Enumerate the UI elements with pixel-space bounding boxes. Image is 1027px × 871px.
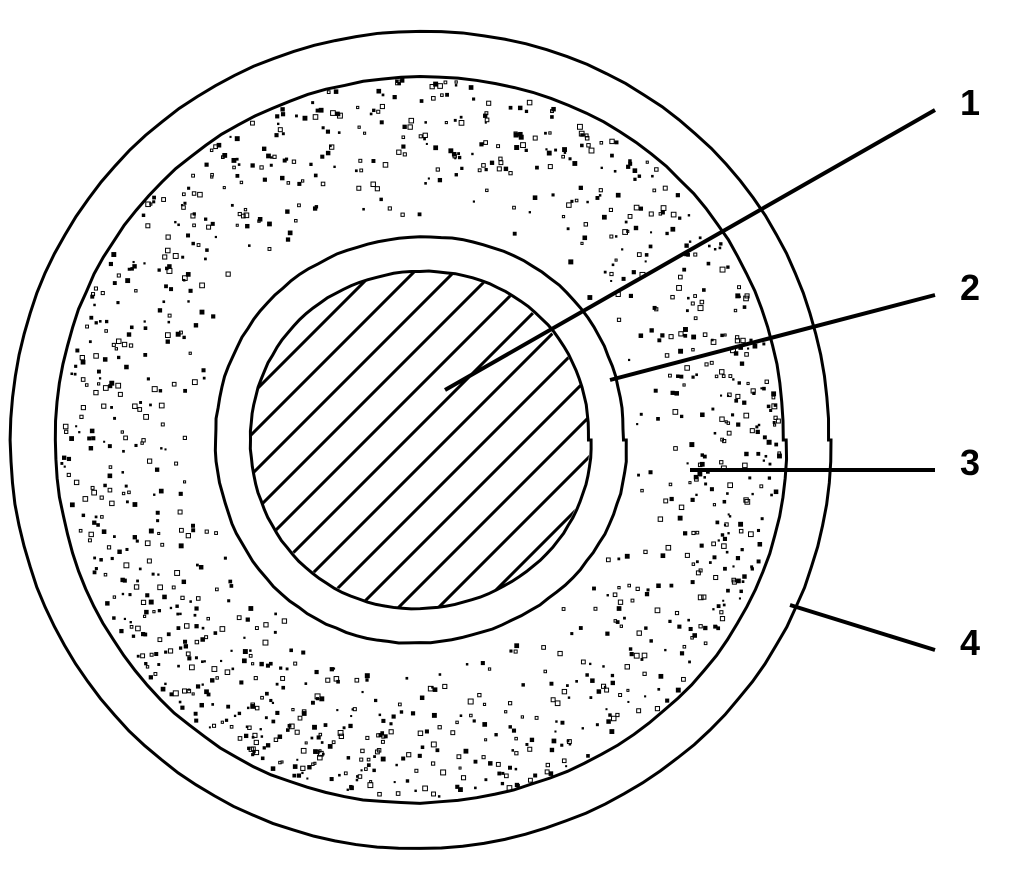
diagram-container: 1 2 3 4 [0, 0, 1027, 871]
callout-label-3: 3 [960, 442, 980, 484]
stippled-layer [60, 78, 781, 797]
leader-line-2 [610, 295, 935, 380]
cross-section-svg [0, 0, 1027, 871]
leader-line-1 [445, 110, 935, 390]
callout-label-1: 1 [960, 82, 980, 124]
callout-label-4: 4 [960, 622, 980, 664]
leader-line-4 [790, 605, 935, 650]
callout-label-2: 2 [960, 267, 980, 309]
